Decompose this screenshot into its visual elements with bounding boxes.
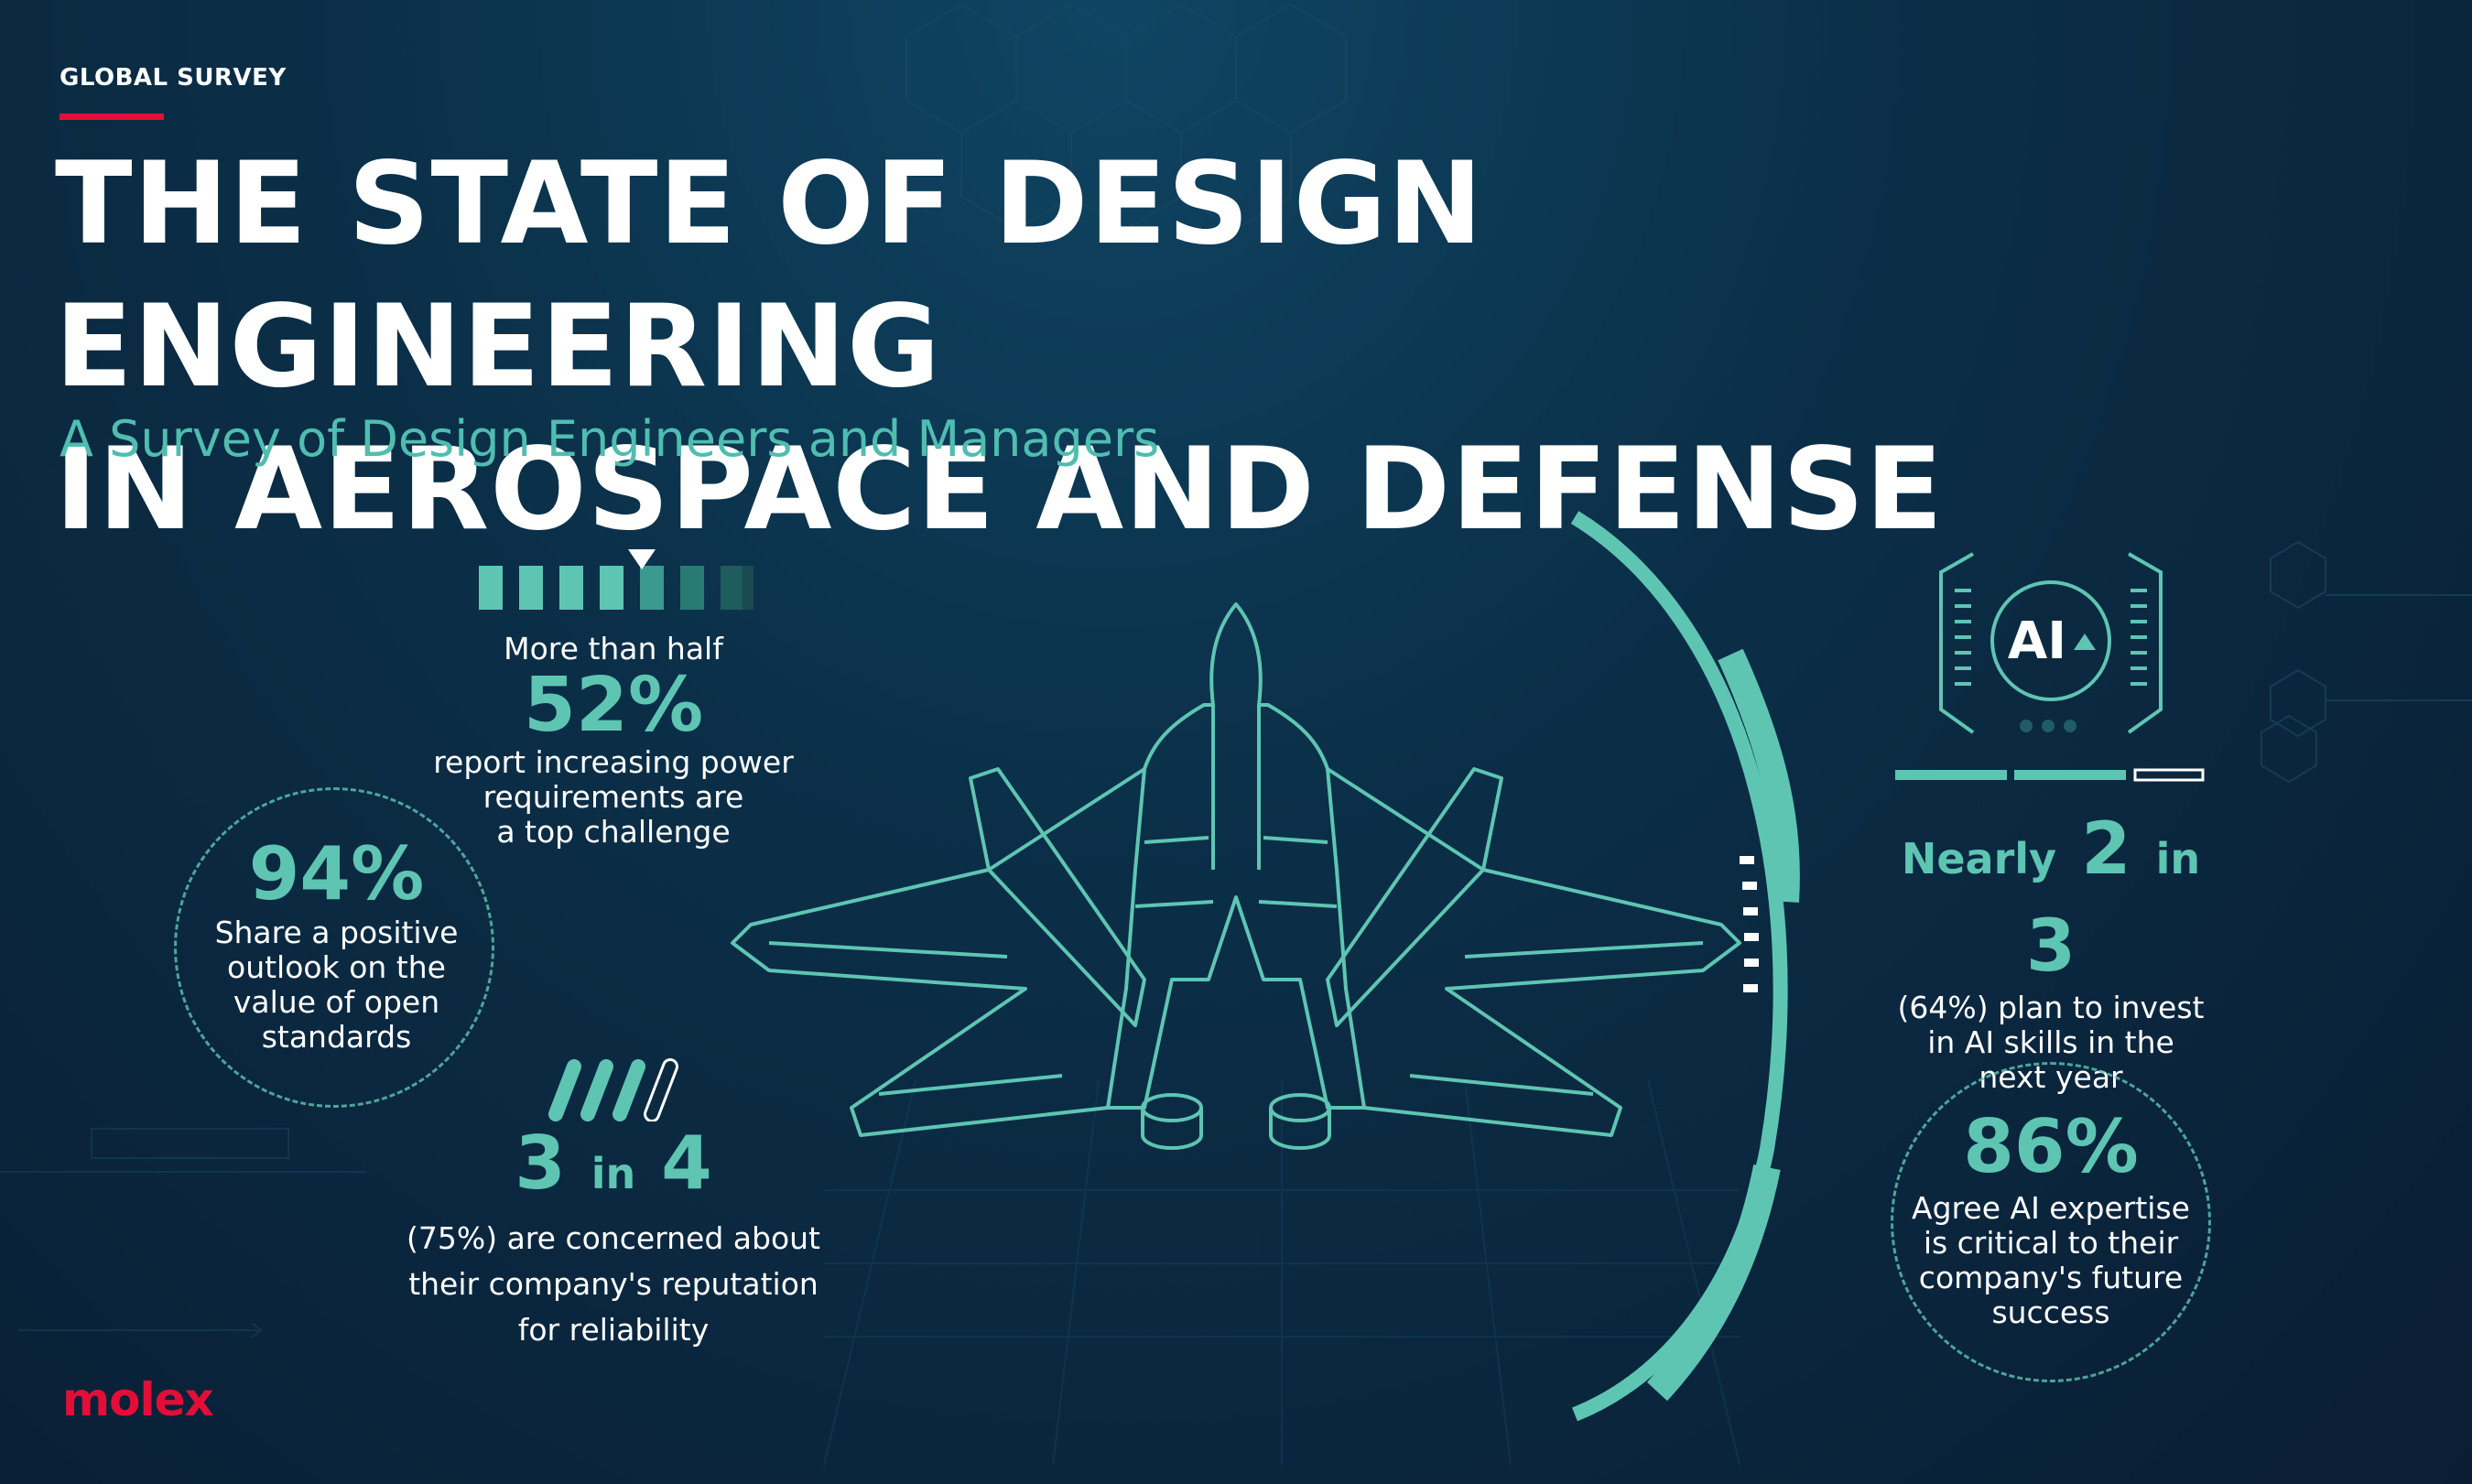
- stat-num-b: 3: [2025, 905, 2076, 988]
- page-subtitle: A Survey of Design Engineers and Manager…: [60, 410, 1160, 468]
- molex-logo: molex: [62, 1373, 214, 1426]
- stat-value: Nearly 2 in 3: [1868, 806, 2234, 991]
- stat-text-line: for reliability: [517, 1312, 710, 1348]
- stat-open-standards: 94% Share a positive outlook on the valu…: [179, 833, 494, 1055]
- stat-text-line: Share a positive: [214, 915, 459, 950]
- stat-text-line: standards: [261, 1019, 412, 1055]
- stat-text-line: (75%) are concerned about: [407, 1220, 820, 1256]
- stat-text-line: value of open: [233, 984, 440, 1020]
- progress-bar-icon: [479, 549, 754, 610]
- stat-text-line: requirements are: [482, 779, 744, 815]
- page-title: THE STATE OF DESIGN ENGINEERING IN AEROS…: [55, 133, 2344, 561]
- ai-badge-label: AI: [2007, 612, 2067, 671]
- stat-text-line: in AI skills in the: [1927, 1024, 2174, 1060]
- dashed-circle: [174, 787, 494, 1108]
- stat-text-line: a top challenge: [496, 814, 731, 850]
- stat-text-line: success: [1991, 1294, 2110, 1330]
- stat-in-word: in: [591, 1149, 636, 1198]
- ai-chip-icon: [1939, 552, 2163, 734]
- stat-text-line: is critical to their: [1923, 1225, 2179, 1261]
- stat-num-a: 3: [515, 1121, 566, 1206]
- dashed-circle: [1891, 1062, 2211, 1382]
- stat-value: 3 in 4: [403, 1121, 824, 1216]
- stat-num-b: 4: [661, 1121, 712, 1206]
- stat-value: 94%: [248, 831, 425, 916]
- stat-power-requirements: More than half 52% report increasing pow…: [430, 632, 797, 850]
- eyebrow-label: GLOBAL SURVEY: [60, 64, 287, 92]
- stat-lead: More than half: [504, 631, 723, 666]
- eyebrow-underline: [60, 114, 164, 120]
- stat-ai-skills: Nearly 2 in 3 (64%) plan to invest in AI…: [1868, 806, 2234, 1095]
- jet-aircraft-illustration: [731, 602, 1741, 1150]
- slash-bars-icon: [548, 1058, 678, 1121]
- stat-text-line: outlook on the: [227, 949, 446, 985]
- hud-arc: [1570, 511, 1800, 1422]
- stat-text-line: Agree AI expertise: [1912, 1190, 2190, 1226]
- title-line-1: THE STATE OF DESIGN ENGINEERING: [55, 138, 1484, 413]
- stat-ai-expertise: 86% Agree AI expertise is critical to th…: [1886, 1103, 2216, 1330]
- stat-prefix: Nearly: [1901, 834, 2057, 883]
- stat-in-word: in: [2155, 834, 2201, 883]
- title-line-2: IN AEROSPACE AND DEFENSE: [55, 424, 1944, 556]
- progress-segments-icon: [1895, 768, 2205, 782]
- stat-text-line: report increasing power: [433, 744, 794, 780]
- stat-value: 52%: [523, 662, 704, 749]
- stat-value: 86%: [1963, 1104, 2139, 1189]
- stat-text-line: their company's reputation: [408, 1266, 819, 1302]
- stat-text-line: company's future: [1918, 1260, 2184, 1295]
- stat-num-a: 2: [2081, 808, 2131, 891]
- stat-reputation: 3 in 4 (75%) are concerned about their c…: [403, 1121, 824, 1353]
- stat-text-line: (64%) plan to invest: [1897, 990, 2205, 1025]
